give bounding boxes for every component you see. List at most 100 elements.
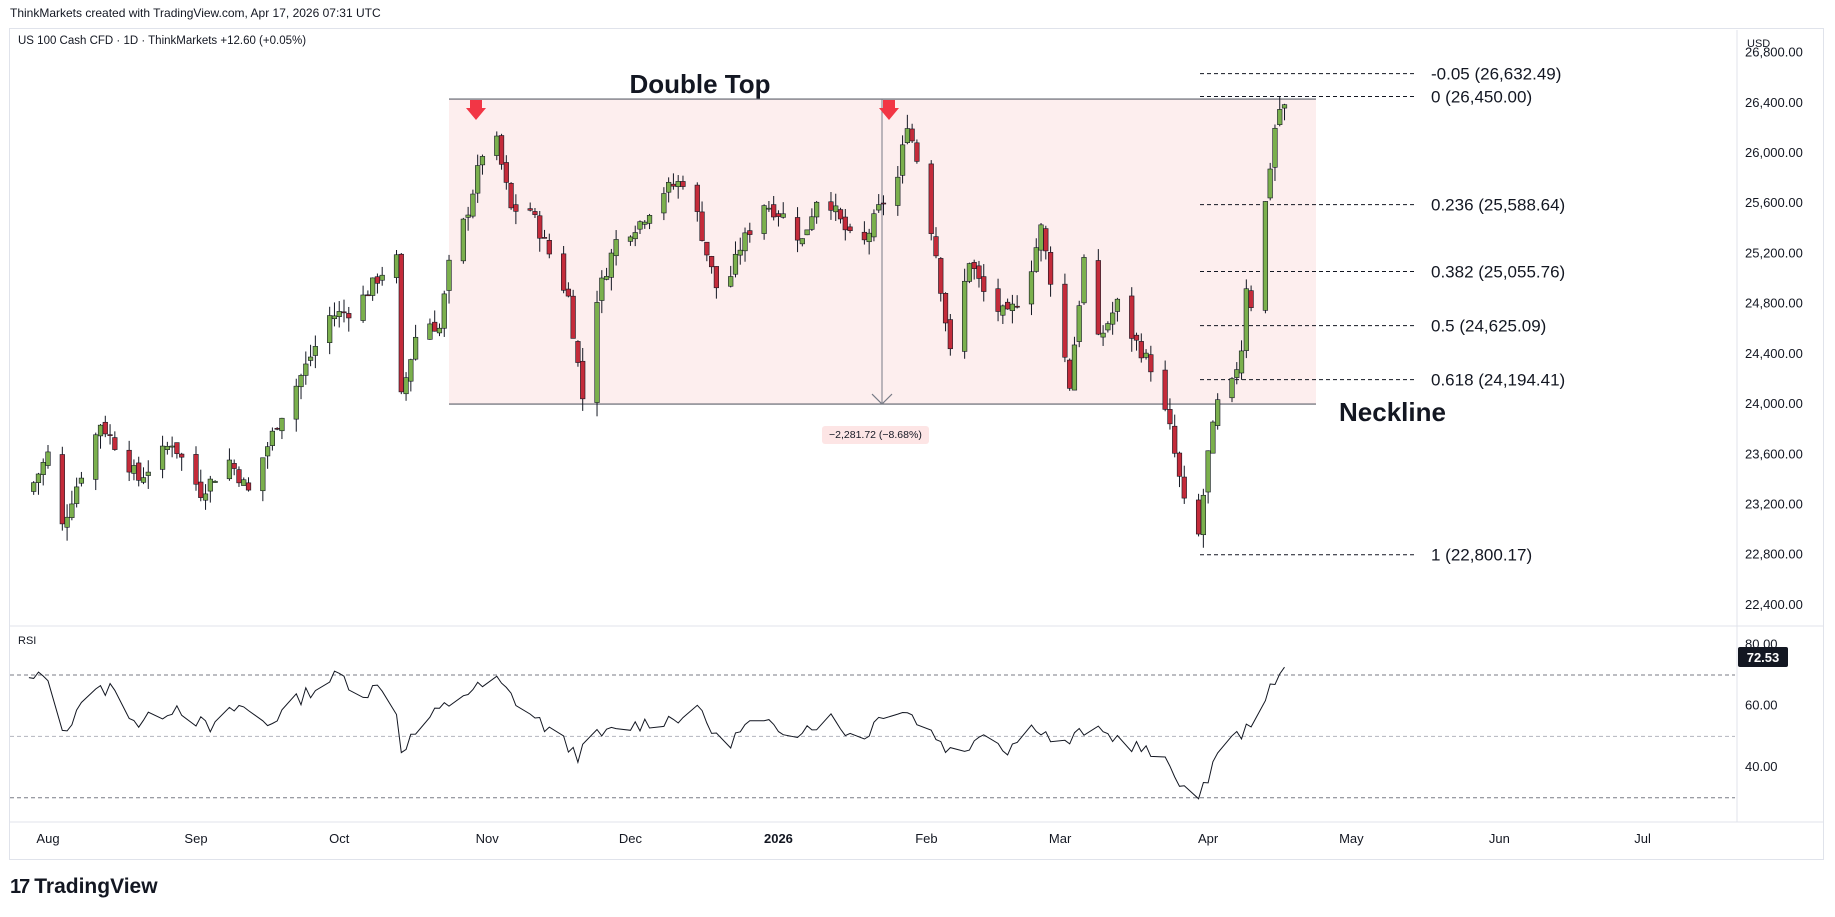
candle-down — [537, 215, 543, 239]
fib-level-label: 0 (26,450.00) — [1431, 88, 1532, 107]
candle-up — [260, 457, 266, 492]
candle-down — [909, 128, 915, 142]
symbol-legend[interactable]: US 100 Cash CFD · 1D · ThinkMarkets +12.… — [18, 35, 307, 47]
candle-up — [809, 216, 815, 230]
tradingview-logo-text: TradingView — [34, 875, 158, 898]
y-tick-label: 24,400.00 — [1745, 346, 1803, 361]
x-tick-label: Apr — [1198, 831, 1219, 846]
candle-down — [245, 482, 252, 491]
candle-up — [31, 482, 37, 492]
candle-up — [780, 213, 786, 218]
candle-up — [799, 238, 805, 245]
candle-up — [627, 236, 634, 242]
candle-down — [699, 211, 705, 241]
candle-up — [269, 430, 275, 446]
x-tick-label: Sep — [184, 831, 207, 846]
candle-down — [174, 442, 180, 454]
candle-down — [713, 266, 719, 289]
candle-up — [436, 327, 443, 334]
candle-up — [74, 486, 80, 504]
candle-up — [1200, 494, 1206, 536]
candle-down — [1172, 425, 1178, 454]
rsi-pane-label[interactable]: RSI — [18, 635, 37, 647]
candle-up — [408, 359, 414, 382]
x-tick-label: Nov — [476, 831, 500, 846]
candle-up — [661, 193, 667, 214]
candle-up — [379, 274, 385, 281]
candle-up — [675, 181, 681, 188]
candle-up — [159, 445, 166, 470]
candle-down — [126, 449, 132, 473]
candle-up — [742, 232, 748, 252]
candle-up — [403, 377, 409, 395]
candle-up — [895, 176, 901, 206]
candle-up — [35, 473, 42, 483]
candle-down — [837, 209, 844, 220]
candle-up — [360, 294, 366, 321]
candle-down — [1148, 354, 1154, 373]
candle-down — [709, 256, 715, 268]
candle-down — [1062, 283, 1068, 358]
candle-up — [814, 201, 820, 218]
candle-up — [1277, 109, 1283, 125]
candle-up — [642, 221, 648, 225]
candle-up — [599, 277, 605, 301]
chart-frame — [9, 28, 1824, 860]
candle-down — [198, 481, 204, 498]
candle-down — [1043, 228, 1049, 252]
candle-down — [561, 253, 567, 291]
rsi-line — [28, 666, 1285, 800]
x-tick-label: 2026 — [764, 831, 793, 846]
neckline-label: Neckline — [1339, 397, 1446, 427]
candle-up — [632, 232, 638, 240]
y-tick-label: 23,600.00 — [1745, 446, 1803, 461]
candle-down — [503, 162, 509, 183]
candle-down — [947, 319, 953, 350]
tradingview-logo[interactable]: 17 TradingView — [10, 875, 158, 899]
candle-down — [112, 437, 118, 450]
tradingview-logo-icon: 17 — [10, 875, 30, 898]
currency-label: USD — [1747, 38, 1771, 50]
candle-up — [613, 239, 619, 257]
rsi-value-badge: 72.53 — [1738, 647, 1788, 667]
candle-down — [59, 454, 65, 525]
y-tick-label: 23,200.00 — [1745, 497, 1803, 512]
y-tick-label: 25,200.00 — [1745, 245, 1803, 260]
candles-group — [31, 96, 1288, 548]
x-tick-label: Jul — [1634, 831, 1651, 846]
candle-down — [565, 288, 571, 297]
peak-arrow-icon — [879, 100, 899, 120]
y-tick-label: 26,800.00 — [1745, 45, 1803, 60]
candle-down — [1129, 295, 1135, 339]
candle-down — [274, 427, 280, 430]
candle-down — [532, 211, 538, 215]
candle-up — [833, 205, 839, 213]
candle-down — [1167, 409, 1173, 425]
candle-up — [475, 165, 481, 194]
candle-down — [680, 181, 686, 187]
candle-up — [241, 479, 247, 486]
candle-down — [1005, 301, 1011, 310]
candle-up — [1038, 224, 1044, 251]
candle-up — [427, 323, 433, 340]
candle-up — [1210, 421, 1216, 454]
candle-down — [398, 253, 404, 393]
candle-down — [102, 421, 108, 435]
candle-up — [1000, 305, 1006, 316]
candle-up — [494, 135, 500, 156]
candle-down — [580, 360, 586, 400]
candle-up — [64, 516, 70, 528]
x-tick-label: May — [1339, 831, 1364, 846]
x-tick-label: Dec — [619, 831, 643, 846]
candle-up — [279, 417, 285, 432]
candle-up — [666, 181, 672, 193]
measure-label: −2,281.72 (−8.68%) — [822, 426, 929, 444]
candle-down — [365, 294, 371, 297]
candle-down — [498, 135, 505, 165]
attribution-text: ThinkMarkets created with TradingView.co… — [10, 6, 381, 20]
rsi-tick-label: 40.00 — [1745, 759, 1778, 774]
candle-up — [97, 424, 104, 437]
candle-down — [1047, 252, 1054, 285]
candle-down — [842, 216, 848, 231]
